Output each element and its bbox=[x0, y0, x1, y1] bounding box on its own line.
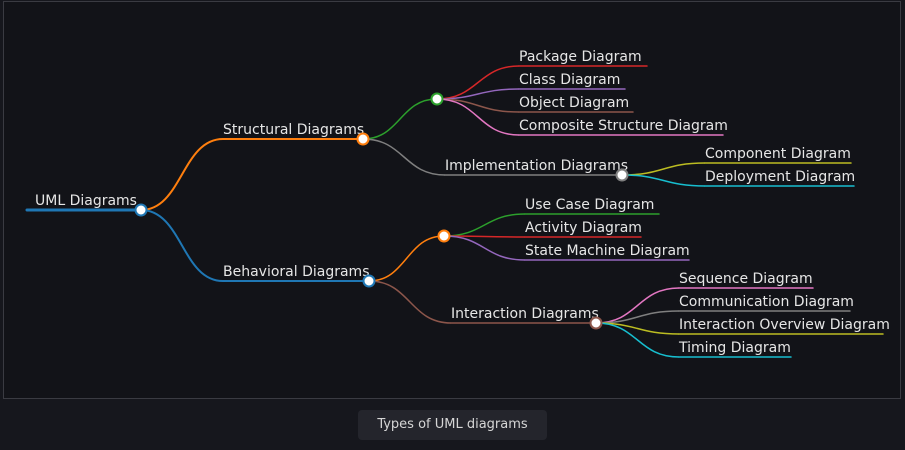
node-label-communication-diagram: Communication Diagram bbox=[679, 294, 854, 310]
node-label-class-diagram: Class Diagram bbox=[519, 72, 620, 88]
node-label-sequence-diagram: Sequence Diagram bbox=[679, 271, 813, 287]
node-toggle-structural-diagrams[interactable] bbox=[356, 132, 370, 146]
node-label-interaction-overview-diagram: Interaction Overview Diagram bbox=[679, 317, 890, 333]
node-toggle-implementation-diagrams[interactable] bbox=[615, 168, 629, 182]
node-label-state-machine-diagram: State Machine Diagram bbox=[525, 243, 690, 259]
node-label-component-diagram: Component Diagram bbox=[705, 146, 851, 162]
link-structural-diagrams bbox=[140, 138, 224, 211]
node-toggle-branch[interactable] bbox=[430, 92, 444, 106]
link-branch bbox=[362, 98, 438, 140]
link-composite-structure-diagram bbox=[436, 98, 520, 136]
node-label-interaction-diagrams: Interaction Diagrams bbox=[451, 306, 599, 322]
node-label-use-case-diagram: Use Case Diagram bbox=[525, 197, 654, 213]
diagram-caption: Types of UML diagrams bbox=[358, 410, 547, 440]
link-branch bbox=[368, 235, 445, 282]
mindmap-canvas: UML Diagrams Structural Diagrams Package D… bbox=[3, 1, 901, 399]
link-interaction-diagrams bbox=[368, 280, 452, 324]
node-toggle-behavioral-diagrams[interactable] bbox=[362, 274, 376, 288]
node-label-uml-diagrams: UML Diagrams bbox=[35, 193, 137, 209]
node-toggle-interaction-diagrams[interactable] bbox=[589, 316, 603, 330]
mindmap-labels: UML Diagrams Structural Diagrams Package D… bbox=[35, 49, 890, 356]
node-label-implementation-diagrams: Implementation Diagrams bbox=[445, 158, 628, 174]
link-implementation-diagrams bbox=[362, 138, 446, 176]
node-toggle-uml-diagrams[interactable] bbox=[134, 203, 148, 217]
mindmap-nodes bbox=[134, 92, 629, 330]
mindmap-links bbox=[25, 65, 884, 358]
node-label-composite-structure-diagram: Composite Structure Diagram bbox=[519, 118, 728, 134]
node-label-structural-diagrams: Structural Diagrams bbox=[223, 122, 364, 138]
node-label-deployment-diagram: Deployment Diagram bbox=[705, 169, 855, 185]
link-deployment-diagram bbox=[621, 174, 706, 187]
node-label-timing-diagram: Timing Diagram bbox=[678, 340, 791, 356]
link-state-machine-diagram bbox=[443, 235, 526, 261]
node-label-object-diagram: Object Diagram bbox=[519, 95, 629, 111]
link-sequence-diagram bbox=[595, 287, 680, 324]
node-label-package-diagram: Package Diagram bbox=[519, 49, 642, 65]
mindmap-diagram: UML Diagrams Structural Diagrams Package D… bbox=[25, 49, 890, 358]
node-label-activity-diagram: Activity Diagram bbox=[525, 220, 642, 236]
link-behavioral-diagrams bbox=[140, 209, 224, 282]
node-toggle-branch[interactable] bbox=[437, 229, 451, 243]
link-component-diagram bbox=[621, 162, 706, 176]
node-label-behavioral-diagrams: Behavioral Diagrams bbox=[223, 264, 370, 280]
link-timing-diagram bbox=[595, 322, 680, 358]
link-use-case-diagram bbox=[443, 213, 526, 237]
